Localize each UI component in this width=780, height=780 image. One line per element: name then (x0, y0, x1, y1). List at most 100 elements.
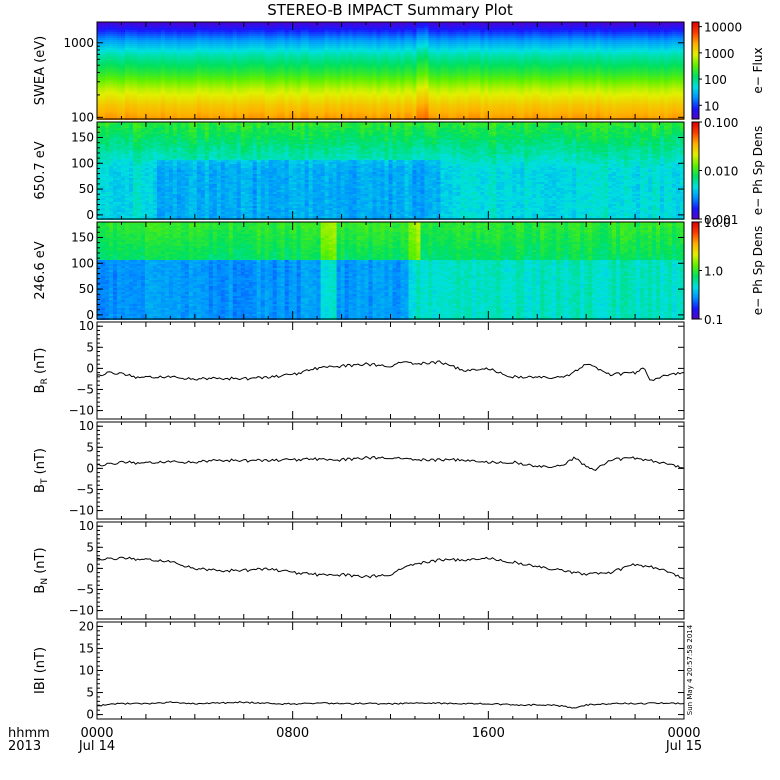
panel-pad650-colorbar-cell (692, 170, 699, 173)
panel-pad246-colorbar-cell (692, 298, 699, 302)
panel-swea-colorbar-cell (692, 104, 699, 108)
panel-swea-colorbar-cell (692, 92, 699, 96)
panel-pad650-colorbar-cell (692, 198, 699, 202)
panel-pad650-colorbar-cell (692, 188, 699, 192)
panel-pad246-colorbar-cell (692, 300, 699, 304)
panel-pad246-colorbar-cell (692, 234, 699, 237)
panel-pad650-colorbar-cell (692, 130, 699, 133)
panel-pad650-ytick-label: 150 (71, 130, 94, 144)
panel-swea-colorbar-cell (692, 38, 699, 41)
panel-pad246-colorbar-cell (692, 290, 699, 294)
panel-swea-colorbar-label: 1000 (704, 47, 735, 61)
panel-pad650-colorbar-cell (692, 134, 699, 137)
panel-swea-colorbar-cell (692, 64, 699, 67)
panel-pad246-colorbar-cell (692, 288, 699, 292)
panel-pad650-colorbar-cell (692, 142, 699, 145)
panel-pad650-colorbar-cell (692, 174, 699, 177)
panel-swea-colorbar-frame (691, 21, 700, 120)
panel-bt: −10 −5 0 5 10 BT (nT) (33, 419, 685, 520)
panel-pad246-colorbar-cell (692, 256, 699, 259)
panel-pad246-colorbar-title: e− Ph Sp Dens (751, 226, 765, 315)
panel-pad246-colorbar-cell (692, 260, 699, 263)
panel-swea-colorbar-cell (692, 48, 699, 51)
time-axis-corner-top: hhmm (8, 726, 50, 741)
panel-bmag-ytick-label: 20 (79, 619, 94, 633)
panel-swea-ylabel: SWEA (eV) (33, 36, 48, 105)
panel-br-ytick-label: −5 (76, 382, 94, 396)
panel-swea-colorbar-cell (692, 96, 699, 100)
panel-swea-colorbar-cell (692, 80, 699, 84)
panel-swea-colorbar-cell (692, 68, 699, 71)
panel-pad246-colorbar-cell (692, 248, 699, 251)
panel-bmag: 0 5 10 15 20 IBI (nT) (33, 619, 685, 722)
panel-br-ytick-label: 5 (86, 340, 94, 354)
panel-bmag-ytick-label: 0 (86, 708, 94, 722)
panel-swea-colorbar-cell (692, 106, 699, 110)
panel-pad246-colorbar-cell (692, 242, 699, 245)
panel-pad246-colorbar-cell (692, 228, 699, 231)
panel-swea-colorbar-label: 10000 (704, 21, 742, 35)
panel-swea-colorbar-cell (692, 30, 699, 33)
panel-pad246-colorbar-cell (692, 258, 699, 261)
panel-pad246-colorbar-cell (692, 292, 699, 296)
panel-pad650-colorbar-cell (692, 154, 699, 157)
panel-pad650-ytick-label: 100 (71, 156, 94, 170)
panel-pad650-colorbar-cell (692, 138, 699, 141)
time-tick-label: 0000 (80, 726, 113, 741)
panel-bn-ytick-label: 10 (79, 519, 94, 533)
panel-pad650-colorbar-cell (692, 202, 699, 206)
panel-swea-colorbar-cell (692, 86, 699, 90)
panel-pad650-colorbar-cell (692, 146, 699, 149)
panel-pad650-colorbar-cell (692, 192, 699, 196)
panel-bt-ytick-label: −5 (76, 482, 94, 496)
panel-pad246-colorbar-cell (692, 282, 699, 286)
panel-br-series-line (96, 360, 685, 382)
panel-bn-series-line (96, 556, 685, 580)
panel-swea-colorbar-cell (692, 102, 699, 106)
panel-pad650-ytick-label: 50 (79, 182, 94, 196)
panel-bn: −10 −5 0 5 10 BN (nT) (33, 519, 685, 620)
panel-swea-colorbar-cell (692, 70, 699, 73)
panel-pad246-ytick-label: 150 (71, 230, 94, 244)
panel-pad650-colorbar-cell (692, 172, 699, 175)
panel-pad650-colorbar-cell (692, 124, 699, 127)
panel-swea-colorbar-cell (692, 34, 699, 37)
time-tick-date: Jul 15 (665, 739, 702, 754)
panel-bn-ytick-label: 5 (86, 540, 94, 554)
panel-bn-frame (96, 521, 685, 620)
panel-pad246-ytick-label: 0 (86, 308, 94, 322)
panel-pad246-colorbar-cell (692, 302, 699, 306)
panel-swea-ytick-label: 1000 (63, 36, 94, 50)
panel-pad650-colorbar-cell (692, 162, 699, 165)
panel-swea-colorbar-cell (692, 90, 699, 94)
panel-swea-colorbar-cell (692, 114, 699, 118)
panel-swea-colorbar-cell (692, 28, 699, 31)
panel-swea-colorbar-cell (692, 76, 699, 79)
panel-pad650-colorbar-cell (692, 208, 699, 212)
panel-pad650-colorbar-cell (692, 160, 699, 163)
panel-swea-colorbar-cell (692, 98, 699, 102)
panel-pad650-colorbar-cell (692, 156, 699, 159)
panel-pad650-colorbar-cell (692, 204, 699, 208)
time-tick-label: 0800 (276, 726, 309, 741)
panel-swea-colorbar-cell (692, 52, 699, 55)
panel-bt-ylabel: BT (nT) (33, 448, 50, 493)
panel-swea-colorbar-cell (692, 26, 699, 29)
panel-pad246-colorbar-cell (692, 266, 699, 269)
panel-bmag-ytick-label: 15 (79, 641, 94, 655)
panel-pad650-colorbar-cell (692, 212, 699, 216)
panel-pad650-colorbar-cell (692, 194, 699, 198)
panel-pad246-colorbar-cell (692, 286, 699, 290)
panel-pad246-colorbar-cell (692, 296, 699, 300)
panel-pad650-colorbar-cell (692, 200, 699, 204)
panel-pad246: 0.1 1.0 10.0 e− Ph Sp Dens 0 50 100 150 246.6 eV (33, 216, 765, 327)
panel-swea-colorbar-cell (692, 58, 699, 61)
panel-bn-ytick-label: −5 (76, 582, 94, 596)
panel-swea-colorbar-cell (692, 100, 699, 104)
panel-bn-ytick-label: −10 (69, 604, 94, 618)
panel-swea-colorbar-cell (692, 84, 699, 88)
panel-pad650-colorbar-cell (692, 168, 699, 171)
time-tick-date: Jul 14 (78, 739, 115, 754)
